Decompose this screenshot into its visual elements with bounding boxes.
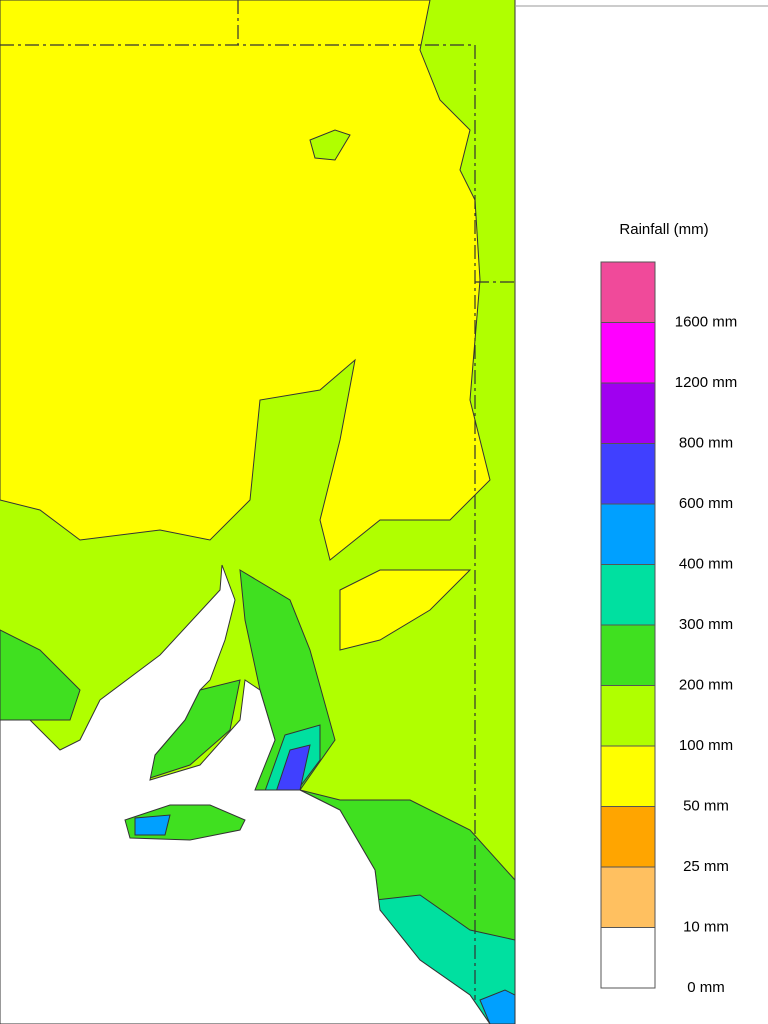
legend-swatch <box>600 443 656 505</box>
yellow-patch <box>339 569 472 651</box>
sea <box>0 564 491 1024</box>
legend-label: 0 mm <box>687 979 725 996</box>
legend-label: 400 mm <box>679 555 733 572</box>
legend-label: 10 mm <box>683 918 729 935</box>
legend-label: 50 mm <box>683 797 729 814</box>
legend-label: 600 mm <box>679 495 733 512</box>
legend-label: 25 mm <box>683 858 729 875</box>
legend-label: 1600 mm <box>675 313 738 330</box>
legend-label: 100 mm <box>679 737 733 754</box>
legend-swatch <box>600 261 656 323</box>
legend-swatch <box>600 503 656 565</box>
lime-patch <box>309 129 351 161</box>
legend: 1600 mm 1200 mm 800 mm 600 mm 400 mm 300 mm 20… <box>600 261 738 996</box>
legend-swatch <box>600 624 656 686</box>
legend-swatch <box>600 685 656 747</box>
legend-title: Rainfall (mm) <box>619 221 708 238</box>
legend-swatch <box>600 382 656 444</box>
legend-swatch <box>600 866 656 928</box>
legend-label: 300 mm <box>679 616 733 633</box>
legend-label: 1200 mm <box>675 374 738 391</box>
legend-swatch <box>600 322 656 384</box>
legend-swatch <box>600 745 656 807</box>
green-west <box>0 629 81 721</box>
legend-swatch <box>600 564 656 626</box>
legend-label: 800 mm <box>679 434 733 451</box>
yellow-zone <box>0 0 491 561</box>
legend-label: 200 mm <box>679 676 733 693</box>
legend-swatch <box>600 806 656 868</box>
legend-swatch <box>600 927 656 989</box>
borders <box>0 0 515 1000</box>
blue-island <box>134 814 171 836</box>
